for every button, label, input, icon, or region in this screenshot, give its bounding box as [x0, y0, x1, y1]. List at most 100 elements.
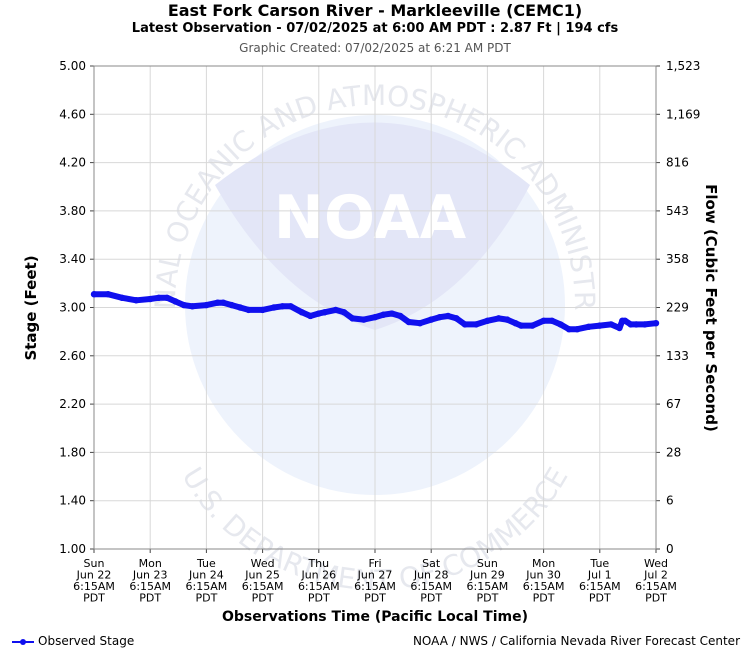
y2-tick-label: 133 — [666, 349, 689, 363]
data-point — [360, 316, 367, 323]
y2-tick-label: 816 — [666, 156, 689, 170]
y-tick-label: 4.20 — [59, 156, 86, 170]
y2-tick-label: 358 — [666, 252, 689, 266]
graphic-created: Graphic Created: 07/02/2025 at 6:21 AM P… — [239, 41, 511, 55]
data-point — [596, 322, 603, 329]
data-point — [503, 316, 511, 323]
legend-label: Observed Stage — [38, 634, 135, 648]
data-point — [517, 322, 525, 329]
y-tick-label: 2.60 — [59, 349, 86, 363]
y-tick-label: 4.60 — [59, 107, 86, 121]
data-point — [633, 321, 640, 328]
data-point — [298, 309, 306, 316]
data-point — [307, 312, 314, 320]
data-point — [155, 294, 162, 302]
data-point — [380, 311, 387, 318]
y-tick-label: 1.80 — [59, 445, 86, 459]
data-point — [180, 301, 188, 309]
data-point — [214, 299, 221, 306]
y2-axis-ticks: 1,523 1,169 816 543 358 229 133 67 28 6 0 — [666, 59, 700, 556]
data-point — [90, 291, 98, 298]
data-point — [172, 298, 179, 305]
data-point — [228, 301, 235, 309]
x-tick-label: Mon Jun 23 6:15AM PDT — [129, 557, 171, 605]
y-tick-label: 1.40 — [59, 494, 86, 508]
data-point — [279, 303, 286, 310]
x-tick-label: Tue Jun 24 6:15AM PDT — [186, 557, 228, 605]
y2-tick-label: 0 — [666, 542, 674, 556]
plot-frame — [93, 65, 657, 550]
data-point — [321, 309, 328, 316]
data-point — [652, 319, 660, 327]
data-point — [270, 304, 278, 311]
x-tick-label: Thu Jun 26 6:15AM PDT — [298, 557, 340, 605]
y-tick-label: 2.20 — [59, 397, 86, 411]
y2-tick-label: 6 — [666, 494, 674, 508]
axes — [90, 65, 660, 553]
data-point — [607, 321, 615, 328]
data-point — [461, 321, 469, 328]
legend-swatch — [12, 638, 34, 645]
data-point — [512, 319, 519, 327]
data-point — [484, 317, 491, 324]
data-point — [189, 303, 196, 310]
y2-tick-label: 229 — [666, 301, 689, 315]
x-tick-label: Fri Jun 27 6:15AM PDT — [354, 557, 396, 605]
data-point — [627, 321, 634, 328]
data-point — [472, 321, 480, 328]
data-point — [147, 295, 154, 303]
y-axis-label: Stage (Feet) — [22, 255, 40, 360]
data-point — [444, 312, 452, 320]
y2-tick-label: 1,169 — [666, 107, 700, 121]
credit-text: NOAA / NWS / California Nevada River For… — [412, 634, 740, 648]
data-point — [388, 310, 396, 317]
data-point — [616, 324, 623, 332]
y-tick-label: 3.40 — [59, 252, 86, 266]
data-point — [132, 297, 140, 304]
data-point — [332, 306, 339, 314]
data-point — [548, 317, 556, 324]
y2-tick-label: 28 — [666, 445, 681, 459]
data-point — [557, 321, 564, 328]
y2-axis-label: Flow (Cubic Feet per Second) — [702, 184, 720, 432]
y-axis-ticks: 5.00 4.60 4.20 3.80 3.40 3.00 2.60 2.20 1.80 1.40… — [59, 59, 86, 556]
data-point — [236, 304, 244, 311]
y-tick-label: 3.00 — [59, 301, 86, 315]
data-point — [416, 319, 424, 327]
x-tick-label: Wed Jul 2 6:15AM PDT — [635, 557, 677, 605]
data-point — [436, 313, 443, 321]
data-point — [585, 323, 592, 331]
data-point — [371, 313, 379, 321]
data-point — [118, 294, 126, 302]
data-point — [104, 291, 112, 298]
grid-lines — [93, 65, 657, 550]
x-tick-label: Sun Jun 22 6:15AM PDT — [73, 557, 115, 605]
data-point — [405, 318, 412, 326]
y2-tick-label: 543 — [666, 204, 689, 218]
latest-observation: Latest Observation - 07/02/2025 at 6:00 … — [131, 21, 619, 36]
data-point — [529, 322, 536, 329]
y2-tick-label: 67 — [666, 397, 681, 411]
chart-title: East Fork Carson River - Markleeville (C… — [167, 1, 583, 20]
x-tick-label: Sat Jun 28 6:15AM PDT — [410, 557, 452, 605]
x-tick-label: Wed Jun 25 6:15AM PDT — [242, 557, 284, 605]
data-point — [641, 321, 648, 328]
data-point — [621, 317, 629, 324]
data-point — [245, 306, 252, 314]
data-point — [287, 303, 294, 310]
data-point — [340, 309, 348, 316]
x-axis-label: Observations Time (Pacific Local Time) — [222, 609, 528, 625]
data-point — [495, 315, 502, 322]
y-tick-label: 5.00 — [59, 59, 86, 73]
data-point — [565, 326, 573, 333]
data-point — [259, 306, 266, 314]
data-point — [397, 312, 404, 320]
x-axis-ticks: Sun Jun 22 6:15AM PDT Mon Jun 23 6:15AM PDT Tue J… — [73, 557, 677, 605]
data-point — [203, 301, 210, 309]
data-point — [315, 310, 322, 317]
noaa-watermark-center: NOAA — [274, 183, 467, 253]
x-tick-label: Mon Jun 30 6:15AM PDT — [523, 557, 565, 605]
data-point — [428, 316, 435, 323]
noaa-watermark: NOAA NATIONAL OCEANIC AND ATMOSPHERIC AD… — [0, 0, 601, 597]
